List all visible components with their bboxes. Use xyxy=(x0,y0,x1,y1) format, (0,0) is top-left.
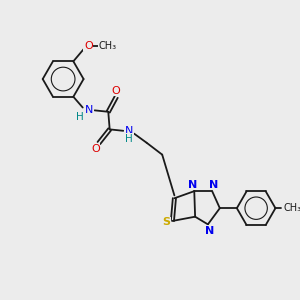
Text: N: N xyxy=(188,180,197,190)
Text: H: H xyxy=(76,112,84,122)
Text: N: N xyxy=(125,126,133,136)
Text: O: O xyxy=(112,86,121,96)
Text: N: N xyxy=(85,105,93,116)
Text: O: O xyxy=(84,41,93,51)
Text: H: H xyxy=(125,134,133,144)
Text: N: N xyxy=(205,226,214,236)
Text: CH₃: CH₃ xyxy=(99,41,117,51)
Text: CH₃: CH₃ xyxy=(284,203,300,213)
Text: S: S xyxy=(162,218,170,227)
Text: N: N xyxy=(209,180,218,190)
Text: O: O xyxy=(91,144,100,154)
